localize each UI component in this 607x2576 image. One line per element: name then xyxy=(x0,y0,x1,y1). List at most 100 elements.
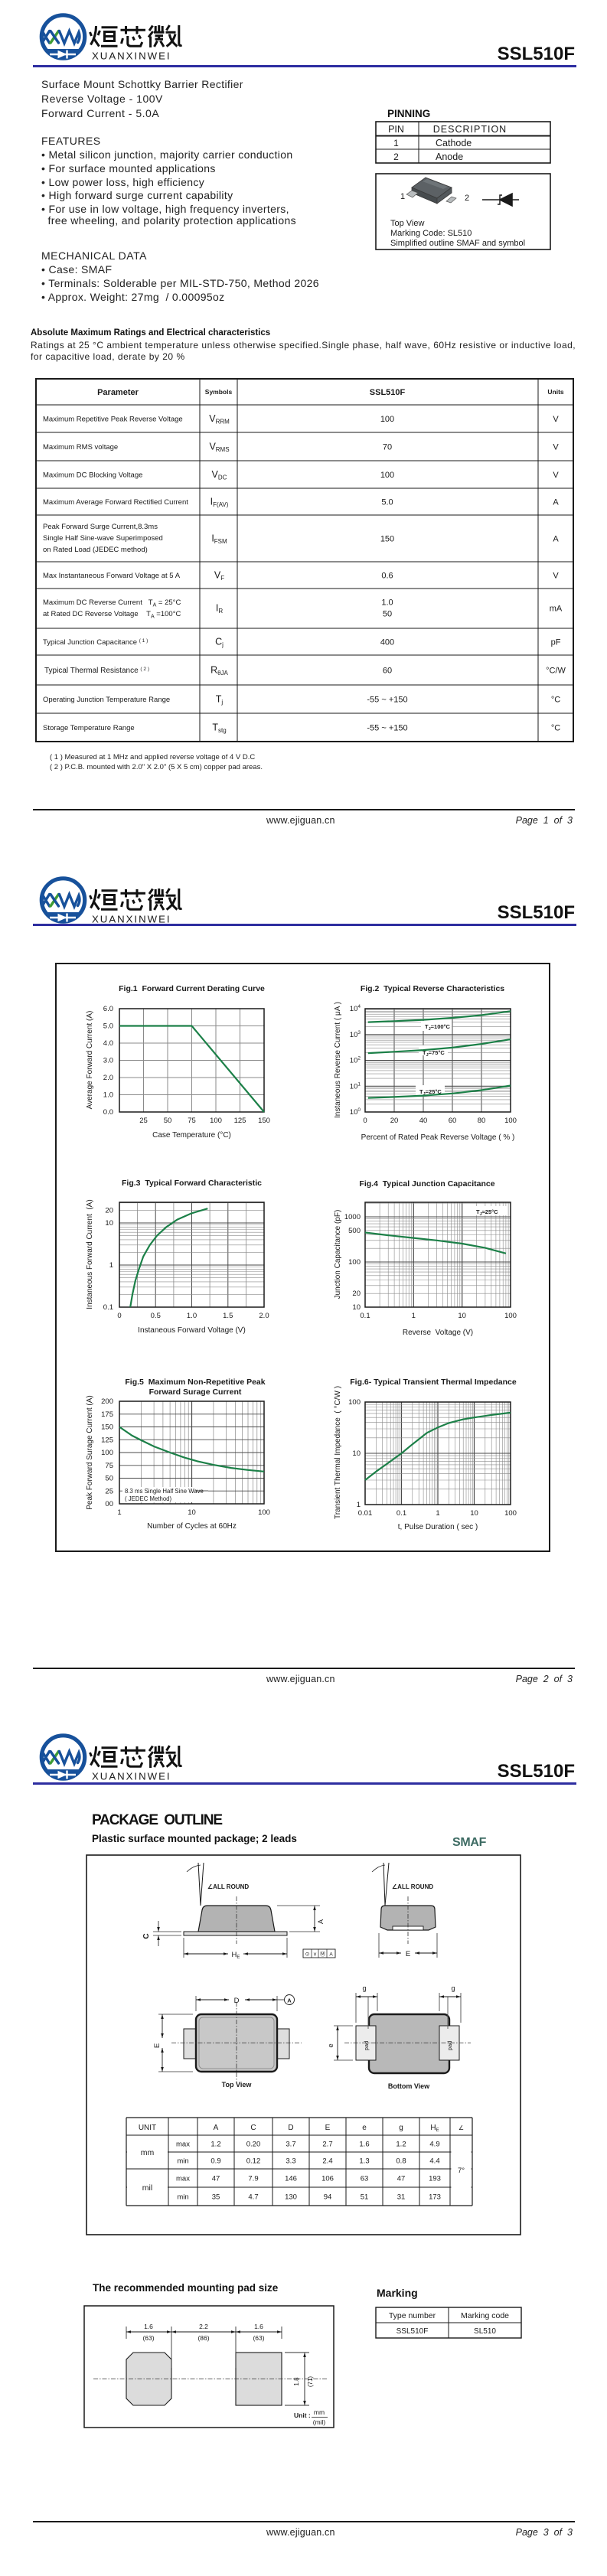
svg-text:Average Forward Current (A): Average Forward Current (A) xyxy=(86,1011,94,1110)
svg-text:(63): (63) xyxy=(142,2334,154,2342)
svg-text:V: V xyxy=(553,415,559,424)
svg-text:6.0: 6.0 xyxy=(103,1005,113,1013)
svg-text:Typical Junction Capacitance (: Typical Junction Capacitance ( 1 ) xyxy=(43,638,148,647)
svg-text:Typical Thermal Resistance ( 2: Typical Thermal Resistance ( 2 ) xyxy=(44,667,149,675)
svg-text:V: V xyxy=(553,572,559,581)
svg-text:VF: VF xyxy=(214,570,224,582)
svg-text:75: 75 xyxy=(188,1117,196,1125)
svg-text:60: 60 xyxy=(383,667,392,676)
svg-text:10: 10 xyxy=(470,1509,478,1518)
svg-text:g: g xyxy=(451,1984,455,1992)
svg-text:°C: °C xyxy=(551,696,560,705)
svg-text:Anode: Anode xyxy=(436,152,463,162)
svg-text:102: 102 xyxy=(350,1056,361,1065)
svg-text:1: 1 xyxy=(400,192,405,201)
svg-text:A: A xyxy=(214,2124,219,2132)
svg-text:Unit :: Unit : xyxy=(294,2411,311,2419)
svg-text:1.3: 1.3 xyxy=(359,2157,369,2166)
svg-text:pad: pad xyxy=(363,2041,370,2051)
svg-text:°C: °C xyxy=(551,724,560,733)
svg-text:173: 173 xyxy=(429,2193,441,2202)
svg-text:t, Pulse Duration ( sec ): t, Pulse Duration ( sec ) xyxy=(398,1523,478,1531)
svg-text:Junction Capacitance (pF): Junction Capacitance (pF) xyxy=(334,1210,342,1299)
svg-text:-55 ~ +150: -55 ~ +150 xyxy=(367,696,407,705)
svg-text:XUANXINWEI: XUANXINWEI xyxy=(92,914,171,925)
svg-text:10: 10 xyxy=(352,1449,361,1458)
svg-text:Reverse Voltage (V): Reverse Voltage (V) xyxy=(403,1329,473,1337)
svg-text:146: 146 xyxy=(285,2175,297,2183)
svg-text:100: 100 xyxy=(101,1449,113,1457)
svg-text:1.6: 1.6 xyxy=(144,2323,153,2330)
svg-text:125: 125 xyxy=(101,1436,113,1444)
svg-text:50: 50 xyxy=(164,1117,172,1125)
svg-text:1.5: 1.5 xyxy=(223,1312,233,1320)
svg-text:IR: IR xyxy=(216,603,223,615)
svg-text:1: 1 xyxy=(117,1508,121,1517)
svg-text:XUANXINWEI: XUANXINWEI xyxy=(92,51,171,62)
svg-text:1.6: 1.6 xyxy=(359,2141,369,2149)
svg-text:at Rated DC Reverse Voltage: at Rated DC Reverse Voltage TA =100°C xyxy=(43,610,181,620)
svg-text:Top View: Top View xyxy=(390,219,424,228)
svg-text:2: 2 xyxy=(465,194,469,203)
svg-text:0: 0 xyxy=(363,1117,367,1125)
svg-text:XUANXINWEI: XUANXINWEI xyxy=(92,1771,171,1782)
svg-text:Tstg: Tstg xyxy=(212,722,226,735)
svg-text:min: min xyxy=(177,2193,188,2202)
svg-text:47: 47 xyxy=(212,2175,220,2183)
svg-text:20: 20 xyxy=(390,1117,399,1125)
svg-text:47: 47 xyxy=(397,2175,406,2183)
svg-text:TJ=100°C: TJ=100°C xyxy=(425,1023,451,1032)
svg-text:Peak Forward Surge Current,8.3: Peak Forward Surge Current,8.3ms xyxy=(43,523,158,531)
svg-text:2: 2 xyxy=(393,152,399,162)
svg-text:193: 193 xyxy=(429,2175,441,2183)
svg-text:Fig.1 Forward Current Deratin: Fig.1 Forward Current Derating Curve xyxy=(119,984,265,993)
svg-text:175: 175 xyxy=(101,1410,113,1419)
svg-text:3.7: 3.7 xyxy=(286,2141,295,2149)
svg-text:400: 400 xyxy=(380,638,394,647)
svg-text:1.0: 1.0 xyxy=(381,598,393,608)
svg-text:A: A xyxy=(553,498,559,507)
svg-text:E: E xyxy=(325,2124,331,2132)
svg-text:0.01: 0.01 xyxy=(358,1509,373,1518)
svg-text:80: 80 xyxy=(478,1117,486,1125)
svg-text:C: C xyxy=(250,2124,256,2132)
svg-text:min: min xyxy=(177,2157,188,2166)
svg-text:103: 103 xyxy=(350,1030,361,1039)
svg-text:106: 106 xyxy=(321,2175,334,2183)
svg-text:1.2: 1.2 xyxy=(210,2141,220,2149)
svg-text:UNIT: UNIT xyxy=(139,2124,156,2132)
svg-text:4.0: 4.0 xyxy=(103,1039,113,1048)
svg-text:70: 70 xyxy=(383,443,392,452)
svg-text:(86): (86) xyxy=(197,2334,209,2342)
svg-text:1: 1 xyxy=(412,1312,416,1320)
svg-text:mm: mm xyxy=(314,2408,325,2416)
svg-text:Maximum DC Reverse Current T: Maximum DC Reverse Current TA = 25°C xyxy=(43,598,181,608)
svg-text:8.3 ms Single Half Sine Wave: 8.3 ms Single Half Sine Wave xyxy=(125,1488,204,1495)
svg-text:Maximum DC Blocking Voltage: Maximum DC Blocking Voltage xyxy=(43,471,142,480)
svg-text:Fig.4 Typical Junction Capaci: Fig.4 Typical Junction Capacitance xyxy=(359,1179,494,1189)
svg-text:0.1: 0.1 xyxy=(103,1303,113,1312)
svg-text:1.0: 1.0 xyxy=(187,1312,197,1320)
svg-text:VDC: VDC xyxy=(212,469,227,481)
svg-text:Type number: Type number xyxy=(389,2311,436,2320)
svg-text:51: 51 xyxy=(361,2193,369,2202)
svg-text:mil: mil xyxy=(142,2183,152,2193)
svg-text:5.0: 5.0 xyxy=(381,498,393,507)
svg-text:Maximum Repetitive Peak Revers: Maximum Repetitive Peak Reverse Voltage xyxy=(43,416,183,424)
svg-text:max: max xyxy=(176,2141,190,2149)
svg-text:25: 25 xyxy=(105,1487,113,1495)
svg-text:2.0: 2.0 xyxy=(103,1074,113,1082)
svg-text:A: A xyxy=(287,1997,292,2004)
svg-text:A: A xyxy=(329,1952,333,1958)
svg-text:75: 75 xyxy=(105,1462,113,1470)
svg-text:10: 10 xyxy=(458,1312,466,1320)
svg-text:0.20: 0.20 xyxy=(246,2141,261,2149)
svg-text:Forward Surage Current: Forward Surage Current xyxy=(149,1387,242,1397)
svg-text:100: 100 xyxy=(504,1312,517,1320)
svg-text:Marking code: Marking code xyxy=(461,2311,509,2320)
svg-text:TJ=75°C: TJ=75°C xyxy=(423,1049,445,1058)
svg-text:Ⓜ: Ⓜ xyxy=(320,1951,326,1958)
svg-text:1.8: 1.8 xyxy=(293,2377,300,2386)
svg-text:10: 10 xyxy=(105,1219,113,1228)
svg-text:Storage Temperature Range: Storage Temperature Range xyxy=(43,724,135,732)
